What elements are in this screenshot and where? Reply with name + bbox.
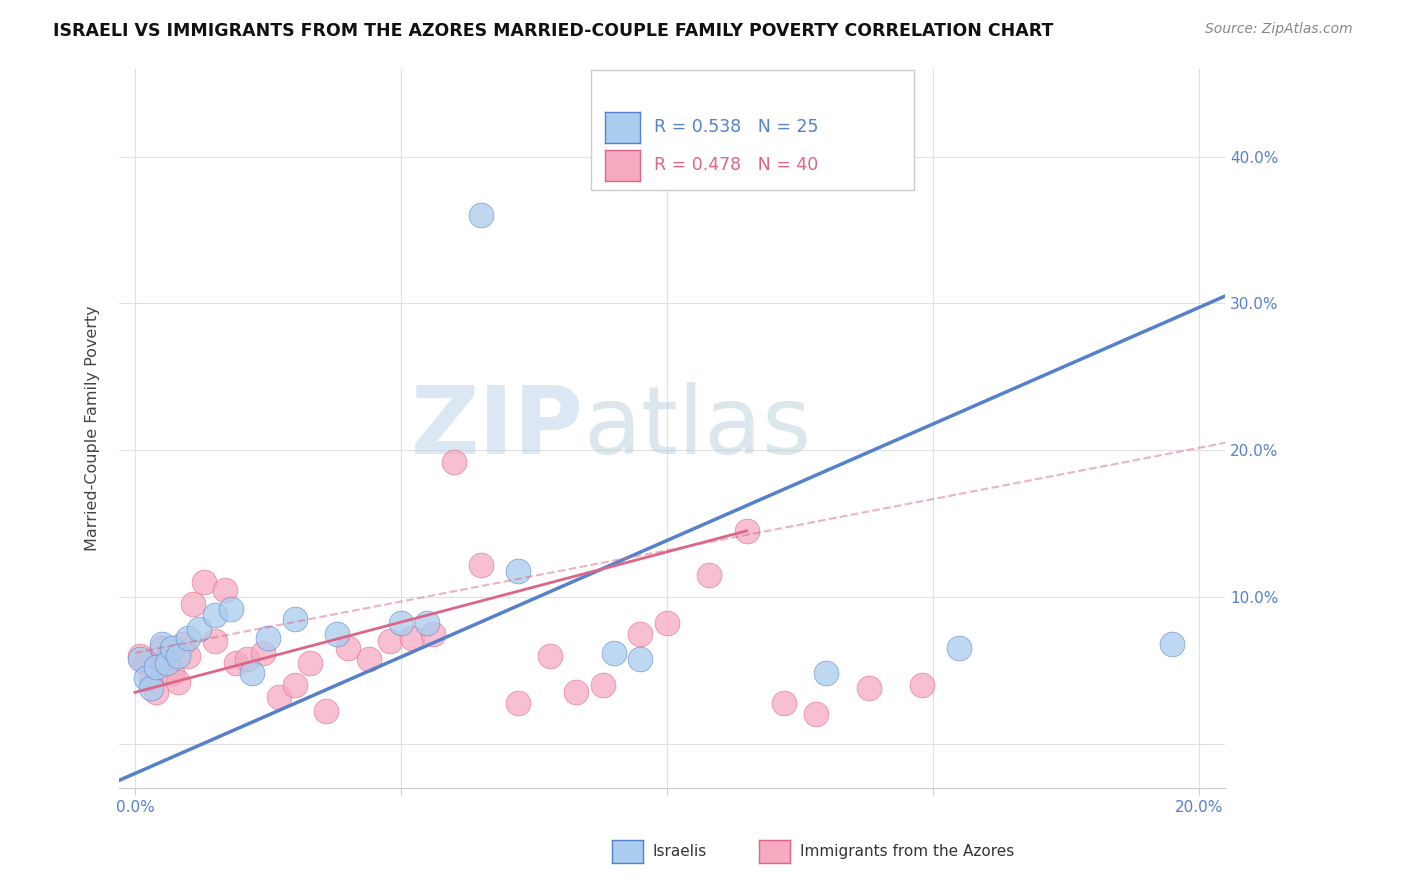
Point xyxy=(145,685,167,699)
Point xyxy=(699,568,721,582)
Point xyxy=(283,612,305,626)
Point xyxy=(193,575,215,590)
Text: R = 0.478   N = 40: R = 0.478 N = 40 xyxy=(654,156,818,175)
Point xyxy=(565,685,588,699)
Text: Immigrants from the Azores: Immigrants from the Azores xyxy=(800,845,1014,859)
Point xyxy=(139,671,162,685)
Point xyxy=(166,675,188,690)
Point xyxy=(804,707,827,722)
Point xyxy=(160,666,183,681)
Point xyxy=(1161,637,1184,651)
Point xyxy=(257,631,280,645)
Point xyxy=(336,641,359,656)
Point xyxy=(326,626,349,640)
Point xyxy=(538,648,561,663)
Point xyxy=(183,597,205,611)
Point xyxy=(315,705,337,719)
Text: Israelis: Israelis xyxy=(652,845,707,859)
Point xyxy=(299,656,322,670)
Point xyxy=(416,616,439,631)
Point xyxy=(235,651,257,665)
Point xyxy=(772,696,794,710)
Point xyxy=(422,626,444,640)
Point xyxy=(655,616,678,631)
Point xyxy=(628,626,651,640)
Point xyxy=(470,208,492,222)
Point xyxy=(252,646,274,660)
Point xyxy=(139,681,162,695)
Point xyxy=(135,656,157,670)
Text: ZIP: ZIP xyxy=(411,382,583,475)
Point xyxy=(506,696,529,710)
Point xyxy=(267,690,290,704)
Point xyxy=(240,666,263,681)
Point xyxy=(177,648,200,663)
Point xyxy=(815,666,838,681)
Point xyxy=(506,564,529,578)
Y-axis label: Married-Couple Family Poverty: Married-Couple Family Poverty xyxy=(86,305,100,551)
Point xyxy=(204,607,226,622)
Point xyxy=(172,637,194,651)
Point xyxy=(389,616,412,631)
Point xyxy=(135,671,157,685)
Point xyxy=(628,651,651,665)
Point xyxy=(911,678,934,692)
Point xyxy=(214,582,236,597)
Point xyxy=(592,678,614,692)
Point xyxy=(602,646,624,660)
Point xyxy=(187,622,209,636)
Text: R = 0.538   N = 25: R = 0.538 N = 25 xyxy=(654,118,818,136)
Point xyxy=(204,634,226,648)
Point xyxy=(129,648,152,663)
Point xyxy=(470,558,492,572)
Point xyxy=(380,634,402,648)
Point xyxy=(145,660,167,674)
Point xyxy=(948,641,970,656)
Point xyxy=(219,601,242,615)
Text: atlas: atlas xyxy=(583,382,811,475)
Point xyxy=(858,681,880,695)
Point xyxy=(166,648,188,663)
Point xyxy=(156,651,179,665)
Point xyxy=(160,641,183,656)
Point xyxy=(357,651,380,665)
Point xyxy=(150,641,173,656)
Text: Source: ZipAtlas.com: Source: ZipAtlas.com xyxy=(1205,22,1353,37)
Point xyxy=(156,656,179,670)
Point xyxy=(129,651,152,665)
Point xyxy=(401,631,423,645)
Point xyxy=(283,678,305,692)
Point xyxy=(735,524,758,538)
Text: ISRAELI VS IMMIGRANTS FROM THE AZORES MARRIED-COUPLE FAMILY POVERTY CORRELATION : ISRAELI VS IMMIGRANTS FROM THE AZORES MA… xyxy=(53,22,1054,40)
Point xyxy=(225,656,247,670)
Point xyxy=(177,631,200,645)
Point xyxy=(443,455,465,469)
Point xyxy=(150,637,173,651)
